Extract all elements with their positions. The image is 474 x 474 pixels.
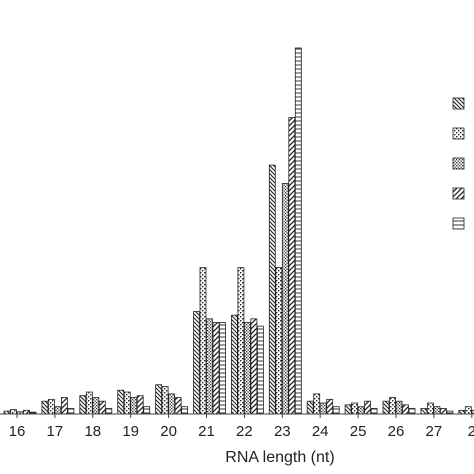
bar-26-series-4 [402, 404, 409, 415]
bar-20-series-4 [174, 397, 182, 415]
bar-25-series-2 [351, 402, 359, 415]
x-tick-label-2: 2 [468, 423, 474, 440]
bar-21-series-5 [219, 322, 226, 415]
bar-26-series-2 [389, 397, 396, 415]
bar-2-series-3 [471, 409, 474, 415]
x-tick-label-18: 18 [84, 423, 101, 440]
bar-18-series-3 [92, 397, 100, 415]
bar-19-series-4 [136, 395, 144, 415]
bar-26-series-5 [408, 408, 416, 415]
bar-19-series-3 [130, 397, 138, 415]
bar-23-series-4 [288, 117, 296, 415]
bar-17-series-5 [67, 408, 75, 415]
bar-19-series-2 [123, 391, 131, 415]
bar-2-series-1 [458, 409, 466, 415]
bar-20-series-3 [168, 393, 176, 415]
bar-23-series-3 [281, 183, 289, 415]
legend-swatch-series-1 [452, 97, 465, 110]
bar-23-series-1 [268, 164, 276, 415]
bar-22-series-3 [243, 322, 251, 415]
x-tick-label-24: 24 [312, 423, 329, 440]
bar-16-series-2 [10, 409, 17, 415]
legend-swatch-series-3 [452, 157, 465, 170]
bar-20-series-5 [181, 406, 189, 415]
bar-20-series-2 [161, 386, 169, 415]
legend [452, 97, 465, 230]
bar-18-series-2 [85, 391, 93, 415]
legend-swatch-series-4 [452, 187, 465, 200]
bar-27-series-4 [439, 408, 447, 415]
bar-18-series-1 [79, 395, 87, 415]
bar-21-series-2 [199, 267, 207, 415]
bar-22-series-5 [256, 325, 264, 415]
bar-24-series-1 [306, 400, 314, 415]
bar-19-series-5 [143, 406, 151, 415]
bar-21-series-3 [206, 318, 213, 415]
bar-27-series-1 [420, 408, 428, 415]
bar-22-series-4 [250, 318, 258, 415]
bar-25-series-5 [370, 408, 378, 415]
legend-swatch-series-2 [452, 127, 465, 140]
bar-22-series-1 [230, 314, 238, 415]
bar-17-series-1 [41, 400, 49, 415]
x-tick-label-19: 19 [122, 423, 139, 440]
bar-25-series-3 [357, 406, 365, 415]
x-tick-label-20: 20 [160, 423, 177, 440]
bar-24-series-3 [319, 402, 327, 415]
bar-21-series-1 [193, 311, 200, 415]
bar-27-series-3 [433, 406, 441, 415]
x-tick-label-22: 22 [236, 423, 253, 440]
bar-24-series-4 [326, 398, 334, 415]
bar-17-series-3 [54, 406, 62, 415]
bars-group [3, 47, 474, 415]
x-ticks-group: 16 17 18 19 20 21 22 23 24 25 26 27 2 [9, 414, 474, 440]
bar-22-series-2 [237, 267, 245, 415]
bar-17-series-2 [48, 398, 55, 415]
bar-24-series-2 [313, 393, 321, 415]
bar-26-series-1 [382, 400, 390, 415]
legend-swatch-series-5 [452, 217, 465, 230]
bar-24-series-5 [332, 406, 340, 415]
bar-23-series-5 [294, 47, 302, 415]
bar-19-series-1 [117, 389, 125, 415]
x-tick-label-23: 23 [274, 423, 291, 440]
bar-27-series-2 [426, 402, 434, 415]
bar-2-series-2 [464, 406, 472, 415]
bar-23-series-2 [275, 267, 283, 415]
x-tick-label-25: 25 [350, 423, 367, 440]
x-tick-label-16: 16 [9, 423, 26, 440]
x-tick-label-17: 17 [47, 423, 64, 440]
bar-26-series-3 [395, 400, 403, 415]
bar-18-series-5 [105, 408, 113, 415]
x-tick-label-21: 21 [198, 423, 215, 440]
bar-21-series-4 [212, 322, 220, 415]
x-axis-label: RNA length (nt) [225, 449, 334, 466]
bar-17-series-4 [61, 397, 68, 415]
bar-25-series-1 [344, 404, 352, 415]
bar-20-series-1 [155, 384, 163, 415]
bar-25-series-4 [364, 400, 372, 415]
x-tick-label-27: 27 [426, 423, 443, 440]
bar-18-series-4 [98, 400, 106, 415]
bar-16-series-4 [23, 409, 30, 415]
x-tick-label-26: 26 [388, 423, 405, 440]
